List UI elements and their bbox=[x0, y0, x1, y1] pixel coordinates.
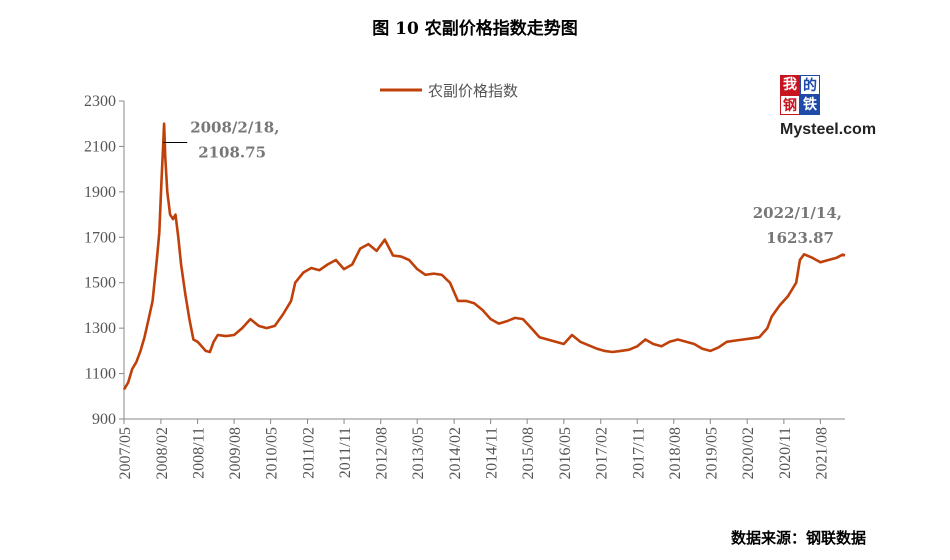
x-tick-label: 2008/02 bbox=[154, 427, 171, 479]
x-tick-label: 2018/08 bbox=[667, 427, 684, 479]
y-tick-label: 1900 bbox=[84, 184, 116, 201]
x-tick-label: 2011/02 bbox=[301, 427, 318, 479]
mysteel-logo: 我 的 钢 铁 Mysteel.com bbox=[780, 75, 876, 143]
annotation-peak-date: 2008/2/18, bbox=[190, 118, 279, 136]
logo-cell-gang: 钢 bbox=[780, 95, 800, 115]
y-tick-label: 1100 bbox=[85, 366, 116, 383]
y-tick-label: 2300 bbox=[84, 93, 116, 110]
x-tick-label: 2020/02 bbox=[740, 427, 757, 479]
source-note: 数据来源：钢联数据 bbox=[730, 529, 866, 547]
y-tick-label: 1700 bbox=[84, 229, 116, 246]
x-tick-label: 2015/08 bbox=[520, 427, 537, 479]
y-tick-label: 2100 bbox=[84, 138, 116, 155]
x-tick-label: 2011/11 bbox=[337, 427, 354, 478]
x-tick-label: 2012/08 bbox=[374, 427, 391, 479]
x-tick-label: 2010/05 bbox=[264, 427, 281, 479]
x-tick-label: 2008/11 bbox=[191, 427, 208, 479]
annotation-latest-value: 1623.87 bbox=[766, 229, 834, 247]
y-tick-label: 1300 bbox=[84, 320, 116, 337]
y-tick-label: 900 bbox=[92, 411, 116, 428]
x-tick-label: 2007/05 bbox=[117, 427, 134, 479]
y-tick-label: 1500 bbox=[84, 275, 116, 292]
annotation-latest-date: 2022/1/14, bbox=[753, 204, 842, 222]
series-line-nongfu-index bbox=[122, 122, 846, 391]
x-tick-label: 2020/11 bbox=[777, 427, 794, 479]
logo-cell-de: 的 bbox=[800, 75, 820, 95]
logo-cell-tie: 铁 bbox=[800, 95, 820, 115]
x-tick-label: 2016/05 bbox=[557, 427, 574, 479]
x-tick-label: 2009/08 bbox=[227, 427, 244, 479]
x-tick-label: 2014/11 bbox=[484, 427, 501, 479]
x-tick-label: 2013/05 bbox=[410, 427, 427, 479]
chart-title: 图 10 农副价格指数走势图 bbox=[372, 19, 578, 39]
x-tick-label: 2021/08 bbox=[813, 427, 830, 479]
logo-brand-text: Mysteel.com bbox=[780, 121, 877, 138]
logo-cell-wo: 我 bbox=[780, 75, 800, 95]
x-tick-label: 2019/05 bbox=[703, 427, 720, 479]
x-tick-label: 2014/02 bbox=[447, 427, 464, 479]
x-tick-label: 2017/02 bbox=[594, 427, 611, 479]
annotation-peak-value: 2108.75 bbox=[198, 143, 266, 161]
x-tick-label: 2017/11 bbox=[630, 427, 647, 479]
legend-label: 农副价格指数 bbox=[428, 82, 518, 100]
